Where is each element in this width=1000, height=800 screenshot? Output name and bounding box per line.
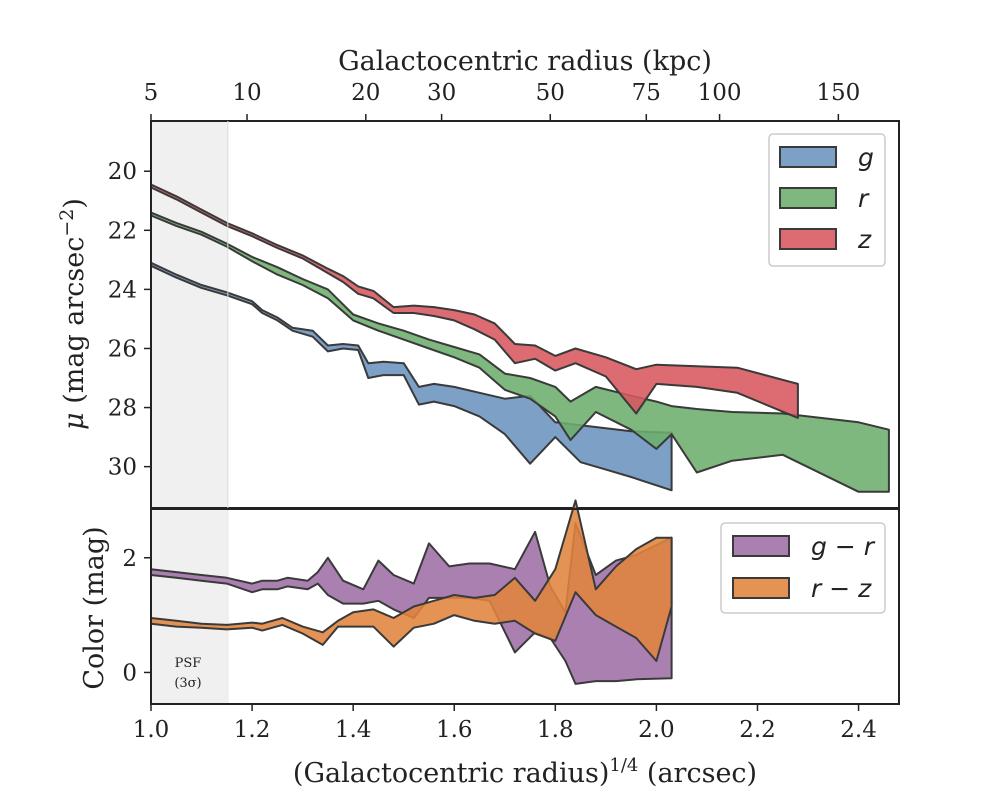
color-panel: 02 1.0 1.2 1.4 1.6 1.8 2.0 2.2 2.4 (Galactocent… [79, 499, 900, 789]
top-tick-label: 100 [698, 80, 742, 106]
y-tick-label: 24 [108, 277, 137, 303]
series-area-r-z [150, 499, 673, 662]
legend-color: g − r r − z [720, 522, 886, 614]
xlabel-main: (Galactocentric radius) [293, 758, 609, 789]
color-y-tick-label: 0 [122, 660, 137, 686]
top-tick-label: 30 [427, 80, 456, 106]
y-axis-label-main: μ (mag arcsec−2) [56, 198, 90, 430]
color-series-areas [150, 499, 673, 685]
top-tick-label: 5 [144, 80, 159, 106]
top-tick-label: 20 [351, 80, 380, 106]
top-tick-label: 50 [536, 80, 565, 106]
top-tick-label: 150 [816, 80, 860, 106]
top-tick-label: 75 [632, 80, 661, 106]
y-axis-label-color: Color (mag) [79, 526, 110, 689]
y-tick-label: 30 [108, 455, 137, 481]
ylabel-mu: μ [59, 412, 90, 430]
x-tick-label: 1.6 [436, 717, 473, 743]
color-axes-frame [150, 508, 900, 705]
x-tick-label: 2.0 [638, 717, 675, 743]
legend-label-z: z [857, 225, 872, 254]
legend-swatch-z [779, 228, 837, 250]
legend-label-r: r [858, 184, 870, 213]
legend-label-r-z: r − z [811, 574, 872, 603]
ylabel-close: ) [59, 198, 90, 209]
xlabel-unit: (arcsec) [638, 758, 757, 789]
psf-band-color [151, 509, 228, 704]
color-y-ticks: 02 [122, 546, 151, 686]
x-axis-label: (Galactocentric radius)1/4 (arcsec) [293, 755, 757, 789]
ylabel-sup: −2 [56, 209, 78, 237]
psf-label-line1: PSF [175, 656, 202, 671]
legend-swatch-r-z [732, 577, 790, 599]
top-x-axis-label: Galactocentric radius (kpc) [338, 46, 712, 77]
x-tick-label: 2.2 [739, 717, 776, 743]
ylabel-text: (mag arcsec [59, 237, 90, 413]
series-area-r [150, 211, 890, 493]
legend-label-g-r: g − r [811, 532, 876, 561]
y-tick-label: 22 [108, 218, 137, 244]
psf-label-line2: (3σ) [174, 676, 201, 691]
top-x-ticks: 5 10 20 30 50 75 100 150 [144, 80, 860, 121]
legend-swatch-g-r [732, 535, 790, 557]
y-tick-label: 20 [108, 159, 137, 185]
bottom-x-ticks: 1.0 1.2 1.4 1.6 1.8 2.0 2.2 2.4 [133, 704, 877, 743]
legend-swatch-g [779, 146, 837, 168]
psf-band-main [151, 121, 228, 508]
x-tick-label: 1.8 [537, 717, 574, 743]
main-y-ticks: 20 22 24 26 28 30 [108, 159, 151, 481]
x-tick-label: 2.4 [840, 717, 877, 743]
series-area-g [150, 261, 673, 492]
y-tick-label: 28 [108, 396, 137, 422]
x-tick-label: 1.0 [133, 717, 170, 743]
xlabel-sup: 1/4 [609, 755, 638, 776]
legend-main: grz [768, 133, 886, 267]
color-y-tick-label: 2 [122, 546, 137, 572]
main-series-areas [150, 183, 890, 493]
series-area-g-r [150, 522, 673, 685]
x-tick-label: 1.2 [234, 717, 271, 743]
series-area-z [150, 183, 799, 419]
top-tick-label: 10 [232, 80, 261, 106]
x-tick-label: 1.4 [335, 717, 372, 743]
legend-swatch-r [779, 187, 837, 209]
legend-label-g: g [858, 143, 874, 172]
y-tick-label: 26 [108, 336, 137, 362]
